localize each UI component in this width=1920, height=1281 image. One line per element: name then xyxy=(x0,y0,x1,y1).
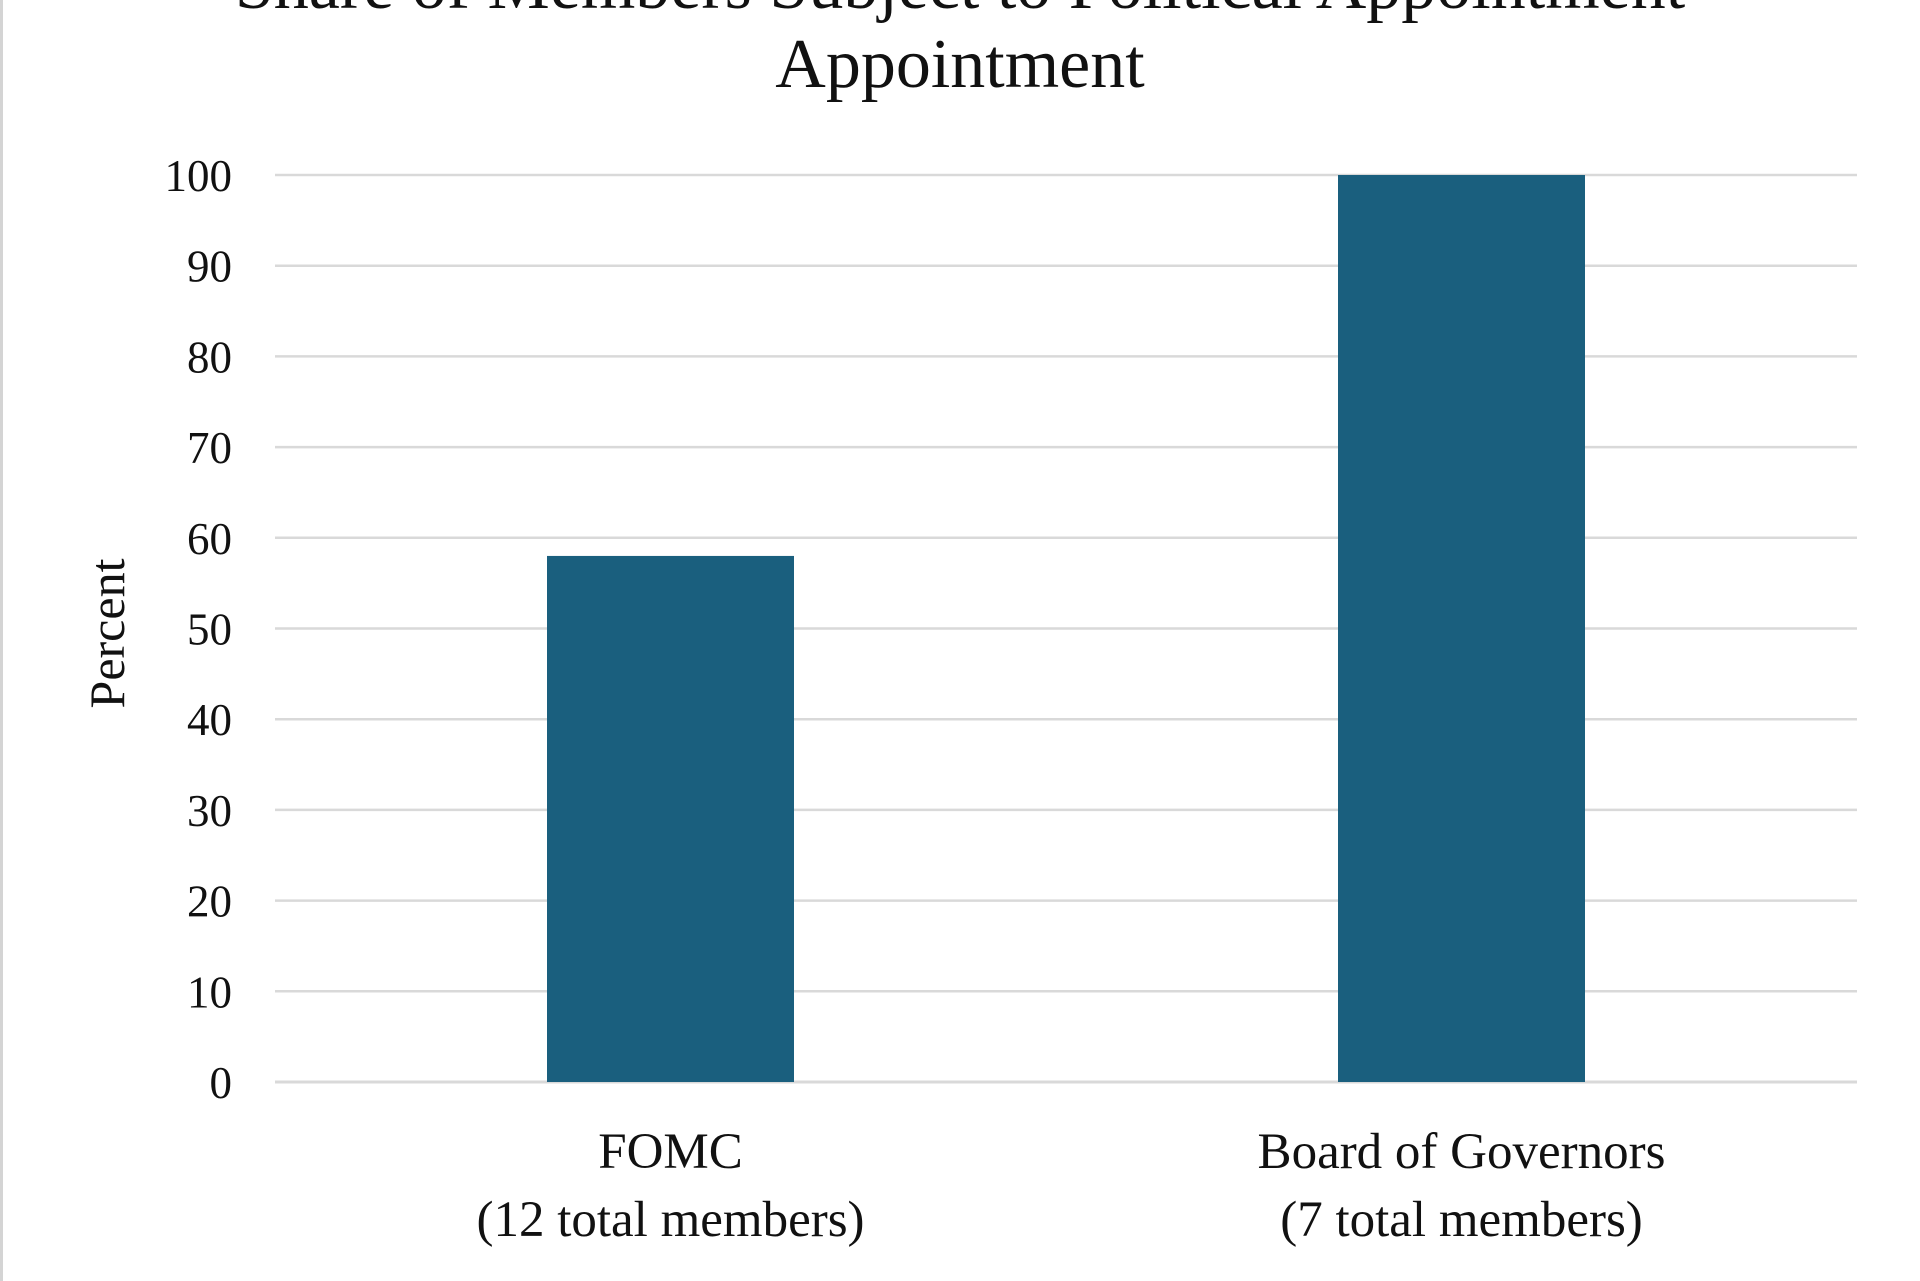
y-tick-label: 40 xyxy=(187,695,232,745)
y-tick-label: 100 xyxy=(165,151,233,201)
y-tick-label: 90 xyxy=(187,242,232,292)
y-tick-label: 0 xyxy=(210,1058,233,1108)
gridlines xyxy=(275,173,1857,1084)
x-axis-labels: FOMC (12 total members) Board of Governors… xyxy=(476,1124,1665,1248)
y-tick-label: 20 xyxy=(187,877,232,927)
x-category-label: Board of Governors xyxy=(1258,1124,1666,1180)
bar-board-of-governors xyxy=(1338,175,1585,1082)
y-tick-label: 60 xyxy=(187,514,232,564)
y-axis-title: Percent xyxy=(79,558,135,708)
chart-title: Share of Members Subject to Political Ap… xyxy=(235,0,1686,103)
y-axis-ticks: 0 10 20 30 40 50 60 70 80 90 100 xyxy=(165,151,233,1108)
y-tick-label: 70 xyxy=(187,423,232,473)
bars xyxy=(547,175,1585,1082)
x-category-sublabel: (12 total members) xyxy=(476,1192,864,1248)
y-tick-label: 30 xyxy=(187,786,232,836)
frame-border xyxy=(0,0,3,1281)
x-category-label: FOMC xyxy=(598,1124,743,1180)
x-category-sublabel: (7 total members) xyxy=(1280,1192,1643,1248)
y-tick-label: 80 xyxy=(187,332,232,382)
bar-fomc xyxy=(547,555,794,1082)
chart-title-line-2: Appointment xyxy=(775,26,1145,103)
y-tick-label: 50 xyxy=(187,605,232,655)
y-tick-label: 10 xyxy=(187,967,232,1017)
chart-title-line-1: Share of Members Subject to Political Ap… xyxy=(235,0,1686,24)
